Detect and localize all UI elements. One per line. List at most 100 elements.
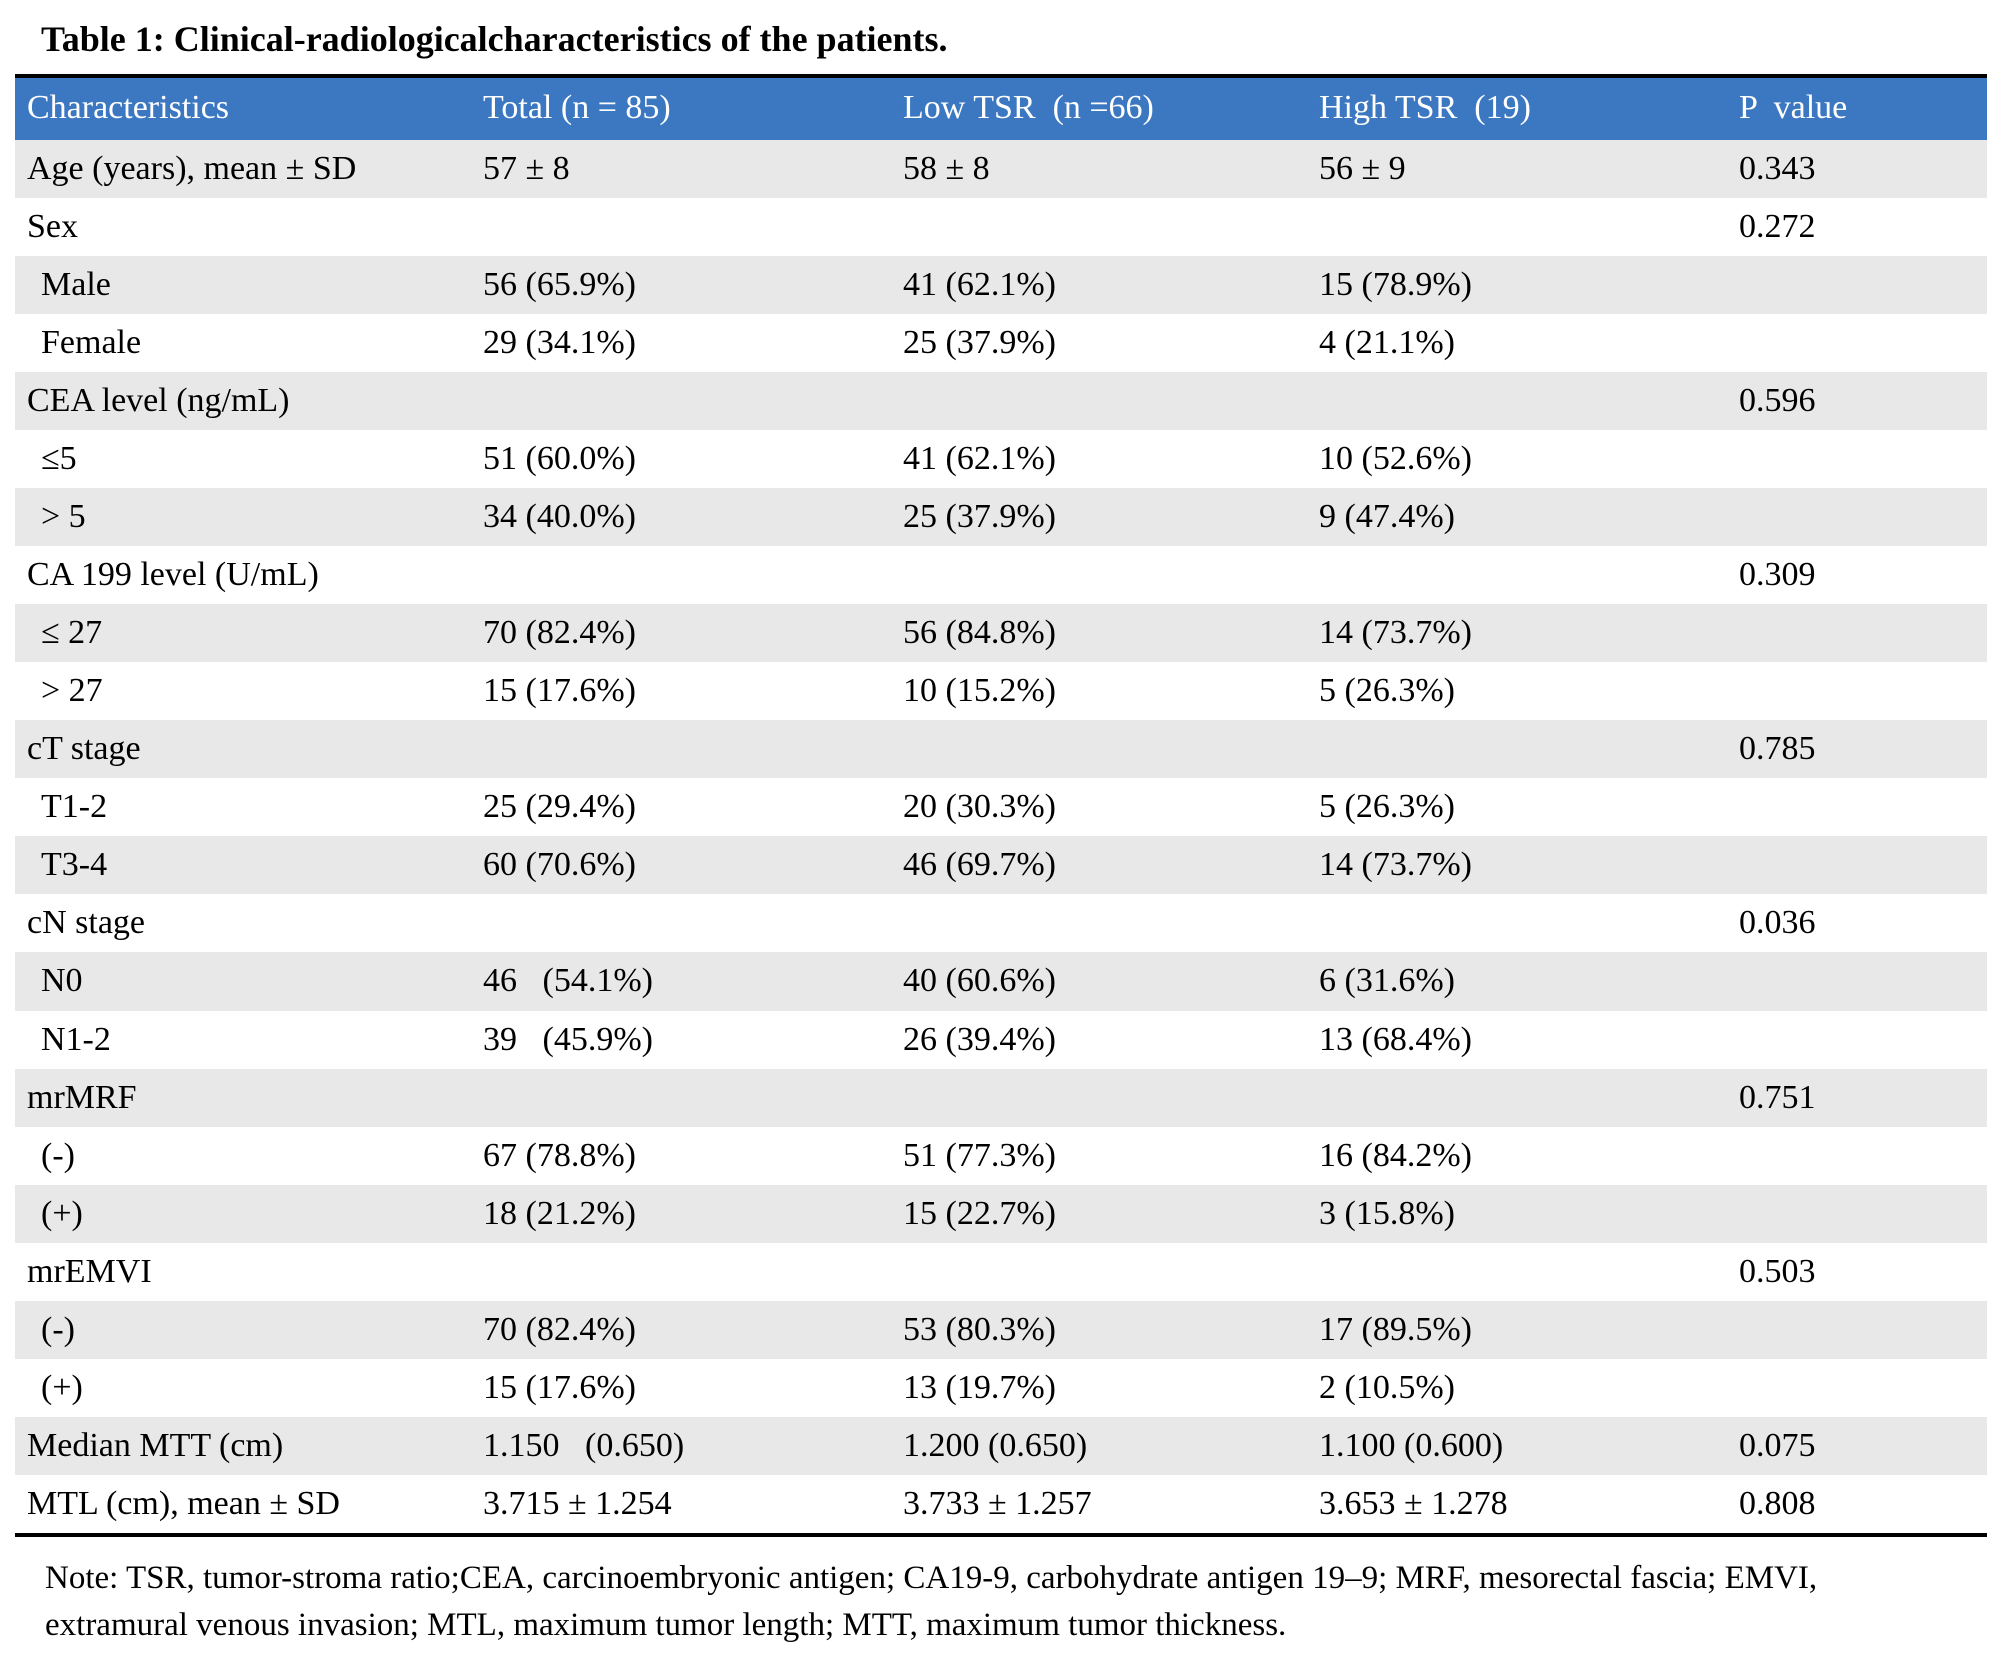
table-cell: 53 (80.3%) — [903, 1310, 1056, 1348]
row-label: Median MTT (cm) — [27, 1426, 284, 1464]
row-label: N0 — [41, 962, 83, 1000]
table-body: Age (years), mean ± SD 57 ± 8 58 ± 8 56 ± 9… — [15, 140, 1987, 1535]
table-cell — [471, 198, 891, 256]
row-label: Female — [41, 324, 142, 362]
table-cell: 51 (77.3%) — [903, 1136, 1056, 1174]
table-head: Characteristics Total (n = 85) Low TSR (n … — [15, 76, 1987, 141]
table-cell — [891, 546, 1307, 604]
row-label: CA 199 level (U/mL) — [27, 556, 319, 594]
table-cell: 56 (84.8%) — [903, 614, 1056, 652]
row-label: > 5 — [41, 498, 86, 536]
table-cell — [1307, 372, 1727, 430]
header-row: Characteristics Total (n = 85) Low TSR (n … — [15, 76, 1987, 141]
table-cell — [471, 1243, 891, 1301]
table-row: T3-4 60 (70.6%) 46 (69.7%) 14 (73.7%) — [15, 836, 1987, 895]
table-cell: 26 (39.4%) — [903, 1020, 1056, 1058]
table-row: (-) 70 (82.4%) 53 (80.3%) 17 (89.5%) — [15, 1300, 1987, 1359]
table-cell: 15 (22.7%) — [903, 1194, 1056, 1232]
table-cell: 25 (29.4%) — [483, 788, 636, 826]
table-cell: 41 (62.1%) — [903, 440, 1056, 478]
table-cell — [891, 372, 1307, 430]
table-row: > 5 34 (40.0%) 25 (37.9%) 9 (47.4%) — [15, 488, 1987, 547]
table-cell — [891, 198, 1307, 256]
row-label: Sex — [27, 208, 78, 246]
table-cell: 0.596 — [1739, 382, 1816, 420]
table-cell: 0.309 — [1739, 556, 1816, 594]
table-row: N1-2 39 (45.9%) 26 (39.4%) 13 (68.4%) — [15, 1010, 1987, 1069]
table-cell: 13 (68.4%) — [1319, 1020, 1472, 1058]
row-label: cT stage — [27, 730, 141, 768]
table-cell: 3.653 ± 1.278 — [1319, 1484, 1508, 1522]
table-row: CEA level (ng/mL) 0.596 — [15, 372, 1987, 431]
table-cell: 29 (34.1%) — [483, 324, 636, 362]
table-row: mrMRF 0.751 — [15, 1068, 1987, 1127]
table-cell: 15 (17.6%) — [483, 672, 636, 710]
row-label: cN stage — [27, 904, 146, 942]
table-cell: 14 (73.7%) — [1319, 614, 1472, 652]
table-row: Sex 0.272 — [15, 198, 1987, 257]
table-cell: 51 (60.0%) — [483, 440, 636, 478]
characteristics-table: Characteristics Total (n = 85) Low TSR (n … — [15, 74, 1987, 1537]
table-cell — [471, 546, 891, 604]
row-label: (+) — [41, 1194, 83, 1232]
table-cell: 1.200 (0.650) — [903, 1426, 1088, 1464]
table-cell: 0.036 — [1739, 904, 1816, 942]
column-header-2: Low TSR (n =66) — [891, 76, 1307, 141]
column-header-1: Total (n = 85) — [471, 76, 891, 141]
table-cell: 46 (54.1%) — [483, 962, 653, 1000]
table-cell — [1727, 1011, 1987, 1069]
row-label: Age (years), mean ± SD — [27, 150, 357, 188]
table-cell: 70 (82.4%) — [483, 614, 636, 652]
table-cell: 0.751 — [1739, 1078, 1816, 1116]
row-label: mrMRF — [27, 1078, 137, 1116]
row-label: ≤5 — [41, 440, 77, 478]
table-cell: 0.272 — [1739, 208, 1816, 246]
table-cell — [1727, 662, 1987, 720]
table-title: Table 1: Clinical-radiologicalcharacteri… — [41, 19, 948, 59]
table-cell: 4 (21.1%) — [1319, 324, 1455, 362]
table-row: Male 56 (65.9%) 41 (62.1%) 15 (78.9%) — [15, 256, 1987, 315]
table-cell: 3.715 ± 1.254 — [483, 1484, 672, 1522]
table-cell: 70 (82.4%) — [483, 1310, 636, 1348]
table-cell: 6 (31.6%) — [1319, 962, 1455, 1000]
table-row: MTL (cm), mean ± SD 3.715 ± 1.254 3.733 ± … — [15, 1474, 1987, 1535]
table-cell — [1727, 952, 1987, 1010]
table-cell — [471, 1069, 891, 1127]
table-cell — [1307, 894, 1727, 952]
table-row: Median MTT (cm) 1.150 (0.650) 1.200 (0.650… — [15, 1416, 1987, 1475]
table-cell: 17 (89.5%) — [1319, 1310, 1472, 1348]
table-cell: 58 ± 8 — [903, 150, 990, 188]
table-cell: 1.150 (0.650) — [483, 1426, 685, 1464]
table-cell: 5 (26.3%) — [1319, 672, 1455, 710]
table-cell — [891, 1243, 1307, 1301]
table-cell: 2 (10.5%) — [1319, 1368, 1455, 1406]
row-label: (-) — [41, 1136, 75, 1174]
table-cell: 60 (70.6%) — [483, 846, 636, 884]
table-cell — [1727, 778, 1987, 836]
table-row: (+) 18 (21.2%) 15 (22.7%) 3 (15.8%) — [15, 1184, 1987, 1243]
table-cell — [891, 720, 1307, 778]
table-cell: 41 (62.1%) — [903, 266, 1056, 304]
table-cell: 3 (15.8%) — [1319, 1194, 1455, 1232]
table-row: mrEMVI 0.503 — [15, 1242, 1987, 1301]
table-cell — [1727, 1185, 1987, 1243]
table-cell: 25 (37.9%) — [903, 498, 1056, 536]
table-row: cN stage 0.036 — [15, 894, 1987, 953]
table-row: cT stage 0.785 — [15, 720, 1987, 779]
table-row: N0 46 (54.1%) 40 (60.6%) 6 (31.6%) — [15, 952, 1987, 1011]
row-label: mrEMVI — [27, 1252, 152, 1290]
row-label: ≤ 27 — [41, 614, 103, 652]
table-cell: 56 (65.9%) — [483, 266, 636, 304]
table-cell — [1727, 488, 1987, 546]
table-cell: 9 (47.4%) — [1319, 498, 1455, 536]
table-cell — [1727, 1301, 1987, 1359]
table-row: ≤5 51 (60.0%) 41 (62.1%) 10 (52.6%) — [15, 430, 1987, 489]
table-row: > 27 15 (17.6%) 10 (15.2%) 5 (26.3%) — [15, 662, 1987, 721]
table-note: Note: TSR, tumor-stroma ratio;CEA, carci… — [45, 1559, 1818, 1643]
row-label: T1-2 — [41, 788, 108, 826]
row-label: N1-2 — [41, 1020, 111, 1058]
column-header-3: High TSR (19) — [1307, 76, 1727, 141]
table-cell: 56 ± 9 — [1319, 150, 1406, 188]
table-cell: 14 (73.7%) — [1319, 846, 1472, 884]
